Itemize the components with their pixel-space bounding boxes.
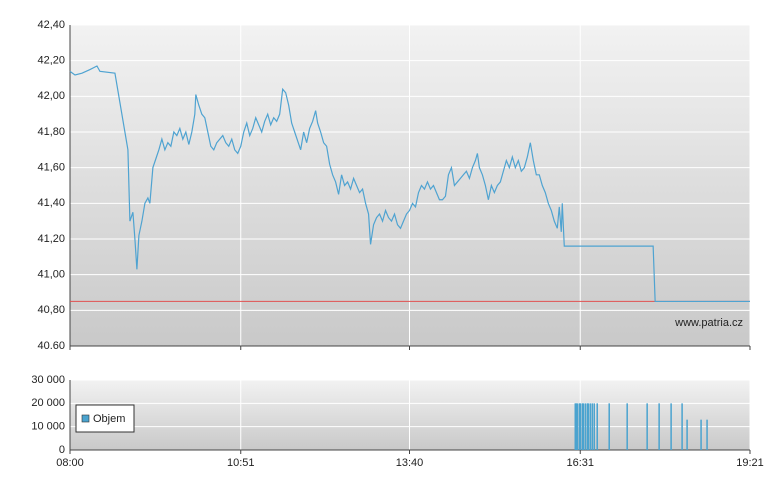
- volume-bar: [582, 403, 584, 450]
- x-tick-label: 10:51: [227, 457, 255, 469]
- volume-bar: [591, 403, 593, 450]
- volume-bar: [593, 403, 595, 450]
- volume-bar: [670, 403, 672, 450]
- y-tick-label: 30 000: [31, 374, 65, 386]
- y-tick-label: 41,20: [37, 233, 65, 245]
- volume-bar: [596, 403, 598, 450]
- y-tick-label: 41,40: [37, 197, 65, 209]
- volume-bar: [575, 403, 578, 450]
- y-tick-label: 41,80: [37, 126, 65, 138]
- volume-bar: [586, 403, 588, 450]
- volume-bar: [646, 403, 648, 450]
- x-tick-label: 08:00: [56, 457, 84, 469]
- x-tick-label: 13:40: [396, 457, 424, 469]
- volume-bar: [658, 403, 660, 450]
- y-tick-label: 42,40: [37, 19, 65, 31]
- y-tick-label: 42,20: [37, 55, 65, 67]
- volume-bar: [579, 403, 581, 450]
- price-line: [69, 65, 750, 303]
- volume-bar: [681, 403, 683, 450]
- legend-swatch: [81, 414, 90, 423]
- volume-bar: [584, 403, 586, 450]
- volume-bar: [700, 419, 702, 450]
- annotation: www.patria.cz: [674, 317, 743, 329]
- y-tick-label: 40,80: [37, 304, 65, 316]
- x-tick-label: 16:31: [566, 457, 594, 469]
- volume-bar: [626, 403, 628, 450]
- x-tick-label: 19:21: [736, 457, 764, 469]
- y-tick-label: 20 000: [31, 397, 65, 409]
- y-tick-label: 41,60: [37, 162, 65, 174]
- volume-bar: [581, 403, 583, 450]
- y-tick-label: 0: [59, 444, 65, 456]
- volume-bar: [587, 403, 589, 450]
- y-tick-label: 10 000: [31, 421, 65, 433]
- volume-bar: [578, 403, 581, 450]
- volume-bar: [576, 403, 579, 450]
- volume-bar: [706, 419, 708, 450]
- legend-label: Objem: [93, 413, 125, 425]
- y-tick-label: 42,00: [37, 90, 65, 102]
- volume-bar: [686, 419, 688, 450]
- volume-bar: [574, 403, 577, 450]
- y-tick-label: 41,00: [37, 269, 65, 281]
- volume-bar: [608, 403, 610, 450]
- volume-bar: [589, 403, 591, 450]
- y-tick-label: 40.60: [37, 340, 65, 352]
